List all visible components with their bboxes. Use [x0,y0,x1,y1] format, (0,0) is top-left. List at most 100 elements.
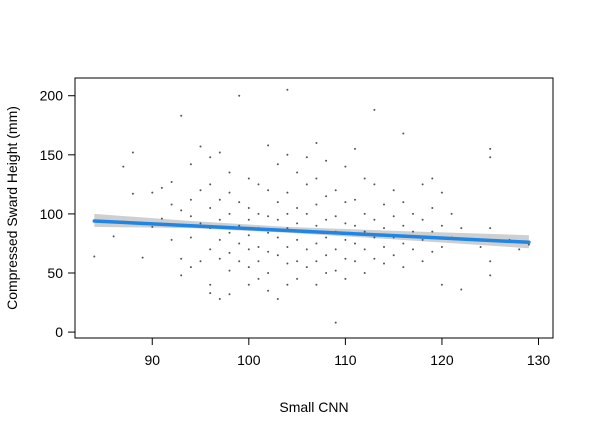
data-point [228,251,231,254]
data-point [527,243,530,246]
x-tick-label: 110 [334,352,357,368]
y-axis: 0 50 100 150 200 [40,88,76,340]
data-point [325,236,328,239]
data-point [363,177,366,180]
data-point [373,108,376,111]
data-point [431,230,434,233]
data-point [209,248,212,251]
data-point [228,171,231,174]
data-point [363,272,366,274]
x-tick-label: 120 [430,352,454,368]
data-point [286,283,289,286]
data-point [276,254,279,257]
data-point [247,234,250,237]
data-point [218,298,221,300]
data-point [305,156,308,159]
data-point [296,171,299,174]
data-point [296,207,299,209]
y-tick-label: 100 [40,206,64,222]
data-point [315,224,318,227]
data-point [160,186,163,189]
data-point [238,242,241,245]
data-point [296,277,299,280]
data-point [122,165,125,168]
data-point [141,256,144,259]
data-point [238,201,241,204]
data-point [402,266,405,269]
data-point [460,227,463,230]
data-point [489,147,492,150]
data-point [267,272,270,274]
data-point [228,269,231,272]
y-tick-label: 50 [47,265,63,281]
data-point [315,260,318,263]
data-point [383,227,385,230]
data-point [421,218,424,221]
data-point [402,242,405,245]
data-point [489,156,492,159]
data-point [431,250,434,253]
data-point [276,298,279,300]
data-point [383,262,385,265]
data-point [479,246,482,248]
data-point [363,248,366,251]
data-point [325,218,328,221]
data-point [383,203,385,206]
data-point [334,189,337,192]
data-point [257,183,260,186]
data-point [363,230,366,233]
data-point [392,254,395,257]
data-point [373,183,376,186]
data-point [402,201,405,204]
data-point [412,230,414,233]
data-point [431,177,434,180]
data-point [373,218,376,221]
data-point [189,215,192,218]
data-point [180,274,183,277]
data-point [286,88,289,91]
data-point [189,198,192,201]
data-point [286,262,289,265]
data-point [267,189,270,192]
data-point [112,235,115,238]
data-point [160,217,163,220]
data-point [450,212,453,215]
data-point [489,260,492,263]
data-point [151,191,154,194]
data-point [199,189,202,192]
x-tick-label: 130 [527,352,551,368]
data-point [286,153,289,156]
data-point [344,277,347,280]
data-point [170,181,173,183]
data-point [354,147,356,150]
data-point [315,142,318,144]
data-point [354,260,356,263]
data-point [296,222,299,225]
data-point [267,250,270,253]
data-point [344,257,347,260]
data-point [440,246,443,248]
y-tick-label: 150 [40,147,64,163]
data-point [180,257,183,260]
data-point [189,236,192,239]
data-point [257,277,260,280]
data-point [267,289,270,292]
plot-frame [74,77,554,339]
data-point [421,238,424,241]
fit-line [92,219,531,245]
data-point [489,227,492,230]
data-point [247,177,250,180]
data-point [93,255,96,258]
data-point [218,218,221,221]
data-point [189,163,192,166]
data-point [363,212,366,215]
data-point [218,238,221,241]
data-point [315,203,318,206]
data-point [286,246,289,248]
y-tick-label: 0 [55,324,63,340]
data-point [334,269,337,272]
data-point [238,94,241,97]
data-points-layer [93,88,530,324]
y-axis-label: Compressed Sward Height (mm) [4,106,20,310]
data-point [199,260,202,263]
